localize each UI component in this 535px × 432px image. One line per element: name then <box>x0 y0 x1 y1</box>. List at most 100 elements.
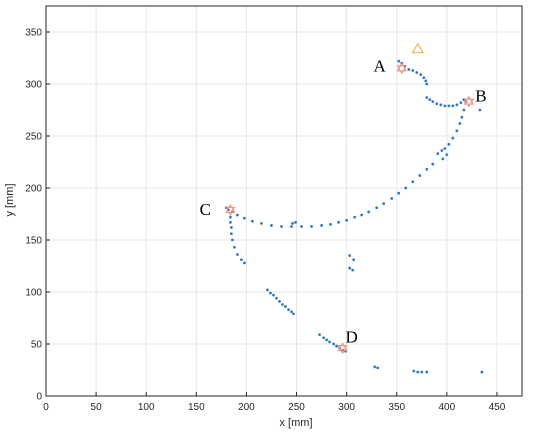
data-point <box>251 219 254 223</box>
plot-frame <box>45 5 523 397</box>
data-point <box>373 365 377 369</box>
data-point <box>419 73 423 77</box>
data-point <box>287 308 290 312</box>
annotation-label: D <box>346 328 358 347</box>
data-point <box>290 310 293 314</box>
data-point <box>445 153 449 157</box>
data-point <box>424 79 428 83</box>
data-point <box>294 220 297 224</box>
x-tick-label: 250 <box>288 402 305 413</box>
data-point <box>272 293 275 297</box>
data-point <box>425 82 429 86</box>
data-point <box>360 213 364 217</box>
x-tick-label: 450 <box>489 402 506 413</box>
y-tick-label: 200 <box>25 184 42 195</box>
data-point <box>278 299 281 303</box>
data-point <box>436 152 440 156</box>
data-point <box>458 122 462 125</box>
data-point <box>229 226 233 229</box>
data-point <box>431 100 435 104</box>
data-point <box>440 149 444 152</box>
data-point <box>390 197 394 200</box>
data-point <box>332 342 336 346</box>
data-point <box>310 225 313 228</box>
data-point <box>441 157 445 161</box>
y-tick-label: 250 <box>25 132 42 143</box>
data-point <box>428 98 432 101</box>
data-point <box>280 225 283 228</box>
data-point <box>300 225 303 228</box>
data-point <box>415 71 419 74</box>
data-point <box>337 220 341 224</box>
data-point <box>439 103 443 107</box>
x-tick-label: 200 <box>238 402 255 413</box>
data-point <box>443 147 447 150</box>
y-tick-label: 350 <box>25 28 42 39</box>
data-point <box>480 370 484 374</box>
data-point <box>281 303 284 306</box>
x-axis-ticks: 0 50 100 150 200 250 300 350 400 450 <box>43 392 506 413</box>
x-tick-label: 100 <box>138 402 155 413</box>
y-tick-label: 150 <box>25 236 42 247</box>
x-tick-label: 400 <box>438 402 455 413</box>
data-point <box>322 336 325 340</box>
data-point <box>447 142 451 146</box>
data-point <box>411 69 415 72</box>
marker-points <box>225 42 475 355</box>
data-point <box>418 174 422 177</box>
data-point <box>367 210 371 214</box>
data-point <box>411 180 415 184</box>
data-point <box>348 266 352 270</box>
data-point <box>269 291 272 295</box>
data-point <box>375 206 379 210</box>
data-point <box>459 101 463 105</box>
data-point <box>435 102 439 106</box>
data-point <box>320 224 323 227</box>
data-point <box>397 59 401 63</box>
y-axis-label: y [mm] <box>4 184 16 217</box>
data-point <box>451 104 455 108</box>
data-point <box>425 167 429 171</box>
data-point <box>236 213 239 217</box>
data-point <box>431 162 435 166</box>
hexagram-marker <box>225 203 236 216</box>
x-tick-label: 0 <box>43 402 49 413</box>
y-axis-ticks: 0 50 100 150 200 250 300 350 <box>25 28 50 403</box>
data-point <box>236 253 239 256</box>
plot-area <box>46 6 522 396</box>
data-point <box>352 258 356 262</box>
triangle-marker <box>411 42 425 54</box>
data-point <box>382 202 386 206</box>
data-point <box>345 218 349 222</box>
data-point <box>329 223 332 226</box>
data-point <box>230 238 234 242</box>
data-point <box>420 370 424 374</box>
hexagram-marker <box>337 342 348 355</box>
data-point <box>376 366 380 370</box>
point-annotations: A B C D <box>200 56 487 346</box>
data-point <box>353 215 357 219</box>
data-point <box>243 216 246 220</box>
x-tick-label: 300 <box>338 402 355 413</box>
y-tick-label: 0 <box>36 392 42 403</box>
data-point <box>243 261 246 265</box>
x-axis-label: x [mm] <box>280 417 313 429</box>
data-point <box>328 340 331 344</box>
y-tick-label: 50 <box>31 340 43 351</box>
data-point <box>228 215 232 219</box>
data-point <box>462 108 466 112</box>
data-point <box>455 103 459 107</box>
annotation-label: C <box>200 200 211 219</box>
data-point <box>325 338 328 342</box>
data-point <box>348 254 352 257</box>
y-tick-label: 100 <box>25 288 42 299</box>
annotation-label: B <box>475 86 486 105</box>
data-point <box>425 96 429 99</box>
data-point <box>351 268 355 272</box>
data-point <box>240 258 243 262</box>
data-point <box>443 104 447 108</box>
data-point <box>455 129 459 133</box>
data-point <box>451 136 455 140</box>
annotation-label: A <box>374 56 387 75</box>
